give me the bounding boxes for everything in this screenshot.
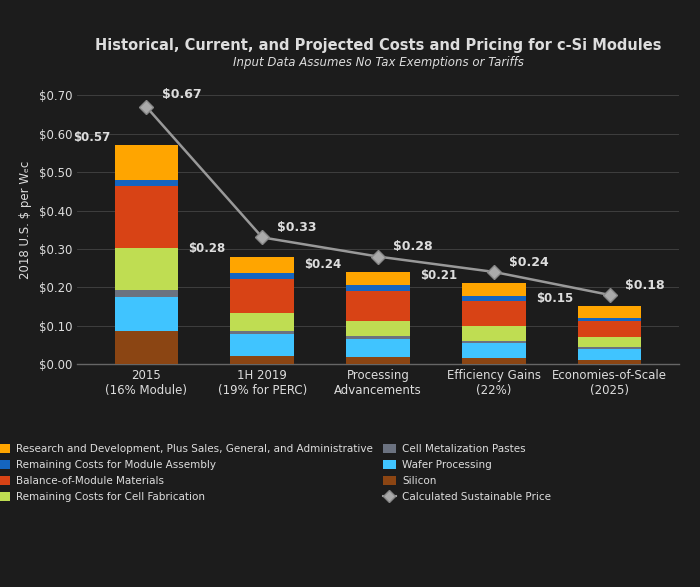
Bar [578,306,641,318]
Bar [346,321,410,336]
Text: $0.18: $0.18 [624,279,664,292]
Bar [346,272,410,285]
Bar [462,358,526,364]
Bar [462,326,526,340]
Bar [346,357,410,364]
Text: $0.24: $0.24 [509,256,549,269]
Bar [115,180,178,185]
Bar [115,248,178,290]
Bar [230,279,294,312]
Text: $0.33: $0.33 [277,221,317,234]
Bar [578,318,641,321]
Bar [230,331,294,335]
Bar [346,336,410,339]
Text: $0.67: $0.67 [162,88,201,101]
Bar [346,339,410,357]
Text: Input Data Assumes No Tax Exemptions or Tariffs: Input Data Assumes No Tax Exemptions or … [232,56,524,69]
Bar [115,297,178,331]
Text: $0.21: $0.21 [420,269,457,282]
Bar [578,321,641,338]
Bar [462,284,526,296]
Bar [346,291,410,321]
Text: $0.57: $0.57 [73,131,110,144]
Bar [115,185,178,248]
Text: Historical, Current, and Projected Costs and Pricing for c-Si Modules: Historical, Current, and Projected Costs… [94,38,662,53]
Bar [115,290,178,297]
Bar [578,349,641,360]
Text: $0.15: $0.15 [536,292,573,305]
Bar [462,301,526,326]
Bar [230,273,294,279]
Bar [230,335,294,356]
Bar [230,356,294,364]
Bar [346,285,410,291]
Bar [462,340,526,343]
Text: $0.28: $0.28 [188,242,226,255]
Bar [462,296,526,301]
Bar [578,348,641,349]
Text: $0.24: $0.24 [304,258,342,271]
Bar [230,257,294,273]
Y-axis label: 2018 U.S. $ per Wₑc: 2018 U.S. $ per Wₑc [19,161,32,279]
Text: $0.28: $0.28 [393,239,433,253]
Bar [578,338,641,348]
Bar [115,331,178,364]
Bar [578,360,641,364]
Bar [230,312,294,331]
Bar [462,343,526,358]
Legend: Cell Metalization Pastes, Wafer Processing, Silicon, Calculated Sustainable Pric: Cell Metalization Pastes, Wafer Processi… [383,444,551,502]
Bar [115,146,178,180]
